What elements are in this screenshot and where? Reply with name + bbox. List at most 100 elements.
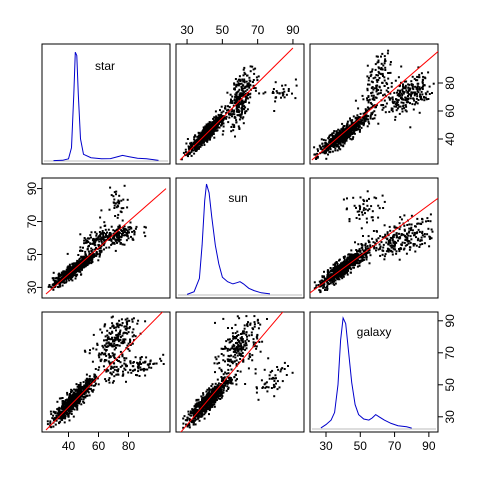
scatter-point <box>411 103 413 105</box>
scatter-point <box>325 158 327 160</box>
scatter-point <box>60 274 62 276</box>
scatter-point <box>322 143 324 145</box>
scatter-point <box>144 235 146 237</box>
scatter-point <box>115 329 117 331</box>
scatter-point <box>364 212 366 214</box>
scatter-point <box>347 274 349 276</box>
scatter-point <box>335 141 337 143</box>
scatter-point <box>409 102 411 104</box>
scatter-point <box>398 233 400 235</box>
scatter-point <box>98 353 100 355</box>
scatter-point <box>412 92 414 94</box>
scatter-point <box>144 226 146 228</box>
scatter-point <box>398 106 400 108</box>
scatter-point <box>347 121 349 123</box>
scatter-point <box>394 234 396 236</box>
scatter-point <box>396 236 398 238</box>
scatter-point <box>69 266 71 268</box>
scatter-point <box>330 144 332 146</box>
scatter-point <box>373 77 375 79</box>
scatter-point <box>246 81 248 83</box>
scatter-point <box>113 339 115 341</box>
scatter-point <box>378 71 380 73</box>
scatter-point <box>284 96 286 98</box>
scatter-point <box>421 243 423 245</box>
scatter-point <box>342 127 344 129</box>
scatter-point <box>144 320 146 322</box>
scatter-point <box>376 81 378 83</box>
scatter-point <box>93 238 95 240</box>
scatter-point <box>328 276 330 278</box>
scatter-point <box>378 67 380 69</box>
scatter-point <box>392 254 394 256</box>
scatter-point <box>115 235 117 237</box>
scatter-point <box>421 232 423 234</box>
scatter-point <box>416 76 418 78</box>
scatter-point <box>411 84 413 86</box>
scatter-point <box>108 229 110 231</box>
scatter-point <box>404 239 406 241</box>
scatter-point <box>330 282 332 284</box>
scatter-point <box>120 361 122 363</box>
scatter-point <box>80 269 82 271</box>
scatter-point <box>371 95 373 97</box>
scatter-point <box>315 284 317 286</box>
scatter-point <box>417 239 419 241</box>
scatter-point <box>379 248 381 250</box>
scatter-point <box>382 236 384 238</box>
scatter-point <box>98 241 100 243</box>
scatter-point <box>418 229 420 231</box>
scatter-point <box>343 274 345 276</box>
scatter-point <box>105 343 107 345</box>
scatter-point <box>125 329 127 331</box>
scatter-point <box>119 339 121 341</box>
scatter-point <box>127 199 129 201</box>
scatter-point <box>412 97 414 99</box>
scatter-point <box>89 352 91 354</box>
scatter-point <box>419 244 421 246</box>
scatter-point <box>384 67 386 69</box>
scatter-point <box>104 353 106 355</box>
scatter-point <box>101 332 103 334</box>
scatter-point <box>92 249 94 251</box>
scatter-point <box>99 217 101 219</box>
scatter-point <box>339 267 341 269</box>
scatter-point <box>120 366 122 368</box>
scatter-point <box>363 124 365 126</box>
scatter-point <box>385 242 387 244</box>
scatter-point <box>126 322 128 324</box>
scatter-point <box>118 195 120 197</box>
scatter-point <box>117 374 119 376</box>
scatter-point <box>122 339 124 341</box>
scatter-point <box>393 106 395 108</box>
scatter-point <box>417 223 419 225</box>
scatter-point <box>125 319 127 321</box>
scatter-point <box>248 102 250 104</box>
scatter-point <box>349 131 351 133</box>
scatter-point <box>339 139 341 141</box>
scatter-point <box>342 130 344 132</box>
scatter-point <box>135 356 137 358</box>
scatter-point <box>341 123 343 125</box>
scatter-point <box>114 369 116 371</box>
scatter-point <box>123 342 125 344</box>
scatter-point <box>279 92 281 94</box>
scatter-point <box>294 97 296 99</box>
scatter-point <box>215 121 217 123</box>
scatter-point <box>123 363 125 365</box>
scatter-point <box>272 92 274 94</box>
scatter-point <box>381 104 383 106</box>
scatter-point <box>237 84 239 86</box>
scatter-point <box>283 88 285 90</box>
scatter-point <box>351 257 353 259</box>
scatter-point <box>406 233 408 235</box>
scatter-point <box>71 397 73 399</box>
scatter-point <box>230 113 232 115</box>
scatter-point <box>399 228 401 230</box>
scatter-point <box>381 53 383 55</box>
scatter-point <box>190 144 192 146</box>
scatter-point <box>349 117 351 119</box>
scatter-point <box>125 357 127 359</box>
scatter-point <box>142 362 144 364</box>
scatter-point <box>338 141 340 143</box>
